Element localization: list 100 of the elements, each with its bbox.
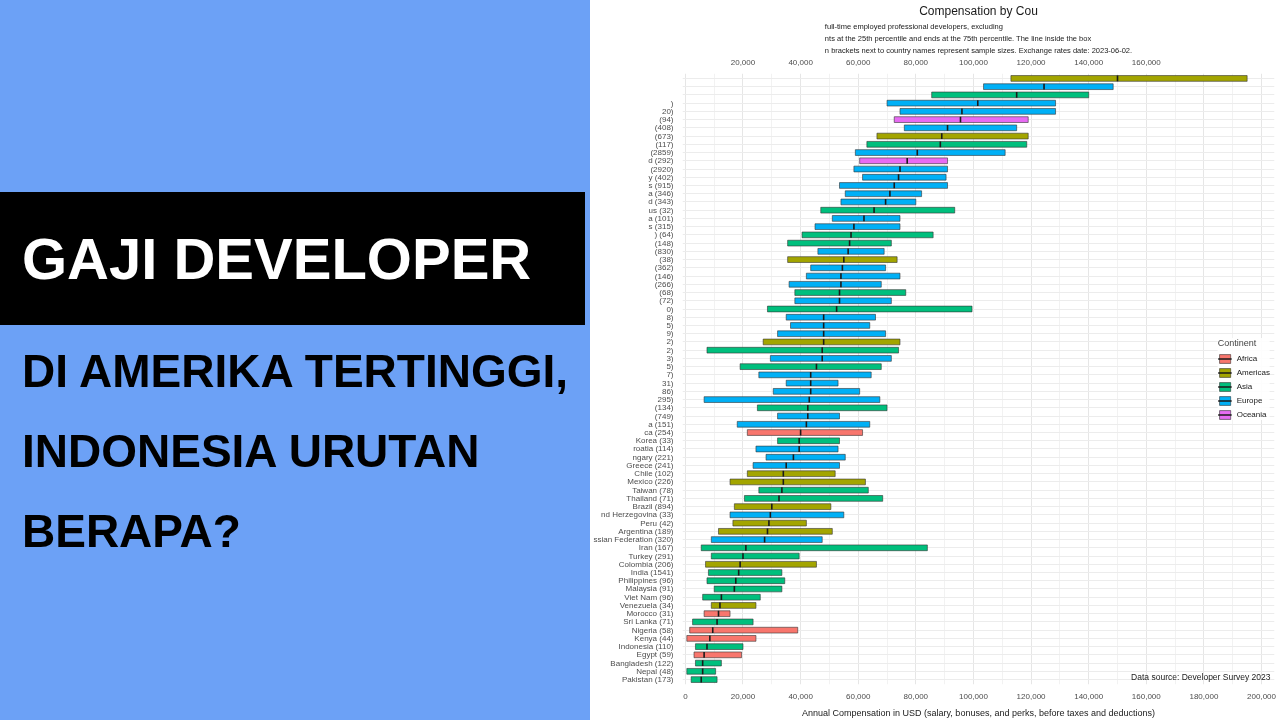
legend-label: Asia	[1236, 380, 1254, 392]
y-tick-label: ngary (221)	[632, 452, 674, 462]
legend-label: Oceania	[1236, 408, 1267, 420]
y-tick-label: (266)	[654, 279, 674, 289]
y-tick-label: Sri Lanka (71)	[623, 617, 674, 627]
legend-title: Continent	[1217, 337, 1258, 348]
y-tick-label: Taiwan (78)	[632, 485, 674, 495]
y-tick-label: Korea (33)	[635, 436, 674, 446]
y-tick-label: 7)	[666, 370, 674, 380]
y-tick-label: (362)	[654, 263, 674, 273]
y-tick-label: (94)	[659, 115, 674, 125]
y-tick-label: (749)	[654, 411, 674, 421]
y-tick-label: 2)	[666, 345, 674, 355]
y-tick-label: a (151)	[648, 419, 674, 429]
y-tick-label: s (915)	[648, 180, 674, 190]
x2-tick-label: 60,000	[845, 57, 872, 67]
y-tick-label: (72)	[659, 296, 674, 306]
text: DI AMERIKA TERTINGGI,	[22, 345, 569, 397]
y-tick-label: )	[670, 98, 674, 108]
y-tick-label: nd Herzegovina (33)	[601, 510, 674, 520]
y-tick-label: Morocco (31)	[626, 609, 674, 619]
y-tick-label: 8)	[666, 312, 674, 322]
x-tick-label: 80,000	[903, 691, 929, 701]
y-tick-label: Nepal (48)	[636, 666, 674, 676]
y-tick-label: ) (64)	[654, 230, 674, 240]
x2-tick-label: 140,000	[1074, 57, 1104, 67]
y-tick-label: Chile (102)	[634, 469, 674, 479]
y-tick-label: d (343)	[648, 197, 674, 207]
y-tick-label: Bangladesh (122)	[610, 658, 674, 668]
x2-tick-label: 40,000	[788, 57, 814, 67]
x2-tick-label: 160,000	[1131, 57, 1162, 67]
x-tick-label: 100,000	[959, 691, 989, 701]
x-tick-label: 20,000	[730, 691, 756, 701]
chart-title: Compensation by Cou	[919, 4, 1038, 18]
legend-label: Africa	[1236, 352, 1258, 364]
text: INDONESIA URUTAN	[22, 425, 480, 477]
y-tick-label: 5)	[666, 320, 674, 330]
y-tick-label: Nigeria (58)	[631, 625, 674, 635]
x-tick-label: 140,000	[1074, 691, 1104, 701]
y-tick-label: Greece (241)	[626, 460, 674, 470]
x-tick-label: 180,000	[1189, 691, 1219, 701]
y-tick-label: ca (254)	[644, 428, 674, 438]
y-tick-label: (148)	[654, 238, 674, 248]
y-tick-label: Philippines (96)	[618, 576, 674, 586]
y-tick-label: Turkey (291)	[628, 551, 674, 561]
y-tick-label: Mexico (226)	[627, 477, 674, 487]
y-tick-label: ssian Federation (320)	[593, 535, 674, 545]
y-tick-label: Kenya (44)	[634, 633, 674, 643]
y-tick-label: 3)	[666, 353, 674, 363]
y-tick-label: Pakistan (173)	[621, 675, 674, 685]
y-tick-label: (134)	[654, 403, 674, 413]
y-tick-label: (408)	[654, 123, 674, 133]
y-tick-label: (117)	[655, 139, 674, 149]
y-tick-label: 0)	[666, 304, 674, 314]
annotation: Data source: Developer Survey 2023	[1131, 671, 1271, 682]
y-tick-label: a (101)	[648, 213, 674, 223]
y-tick-label: 9)	[666, 329, 674, 339]
y-tick-label: s (315)	[648, 222, 674, 232]
y-tick-label: India (1541)	[630, 568, 674, 578]
y-tick-label: (830)	[654, 246, 674, 256]
y-tick-label: 2)	[666, 337, 674, 347]
y-tick-label: Indonesia (110)	[618, 642, 674, 652]
y-tick-label: Argentina (189)	[618, 526, 674, 536]
x-axis-title: Annual Compensation in USD (salary, bonuses, and perks, before taxes and deductions)	[801, 707, 1156, 718]
x-tick-label: 200,000	[1247, 691, 1277, 701]
x-tick-label: 40,000	[788, 691, 814, 701]
y-tick-label: 20)	[661, 106, 674, 116]
y-tick-label: (38)	[659, 255, 674, 265]
y-tick-label: y (402)	[648, 172, 674, 182]
legend-label: Europe	[1236, 394, 1263, 406]
y-tick-label: Brazil (894)	[632, 502, 674, 512]
y-tick-label: Egypt (59)	[636, 650, 674, 660]
text: BERAPA?	[22, 505, 241, 557]
x2-tick-label: 20,000	[730, 57, 756, 67]
y-tick-label: Malaysia (91)	[625, 584, 674, 594]
x2-tick-label: 80,000	[903, 57, 929, 67]
y-tick-label: a (346)	[648, 189, 674, 199]
y-tick-label: 5)	[666, 362, 674, 372]
y-tick-label: 31)	[661, 378, 674, 388]
y-tick-label: (2920)	[650, 164, 674, 174]
y-tick-label: roatia (114)	[633, 444, 674, 454]
x2-tick-label: 100,000	[959, 57, 989, 67]
x-tick-label: 120,000	[1016, 691, 1047, 701]
x2-tick-label: 120,000	[1016, 57, 1047, 67]
y-tick-label: (146)	[654, 271, 674, 281]
y-tick-label: 86)	[661, 386, 674, 396]
y-tick-label: 295)	[657, 395, 674, 405]
y-tick-label: (68)	[659, 288, 674, 298]
legend-label: Americas	[1236, 366, 1270, 378]
y-tick-label: d (292)	[648, 156, 674, 166]
x-tick-label: 60,000	[845, 691, 872, 701]
y-tick-label: Peru (42)	[640, 518, 674, 528]
text: GAJI DEVELOPER	[0, 192, 585, 325]
y-tick-label: (2859)	[650, 148, 674, 158]
x-tick-label: 160,000	[1131, 691, 1162, 701]
y-tick-label: Thailand (71)	[626, 493, 674, 503]
y-tick-label: (673)	[654, 131, 674, 141]
y-tick-label: Venezuela (34)	[619, 600, 674, 610]
y-tick-label: Iran (167)	[638, 543, 674, 553]
x-tick-label: 0	[683, 691, 689, 701]
